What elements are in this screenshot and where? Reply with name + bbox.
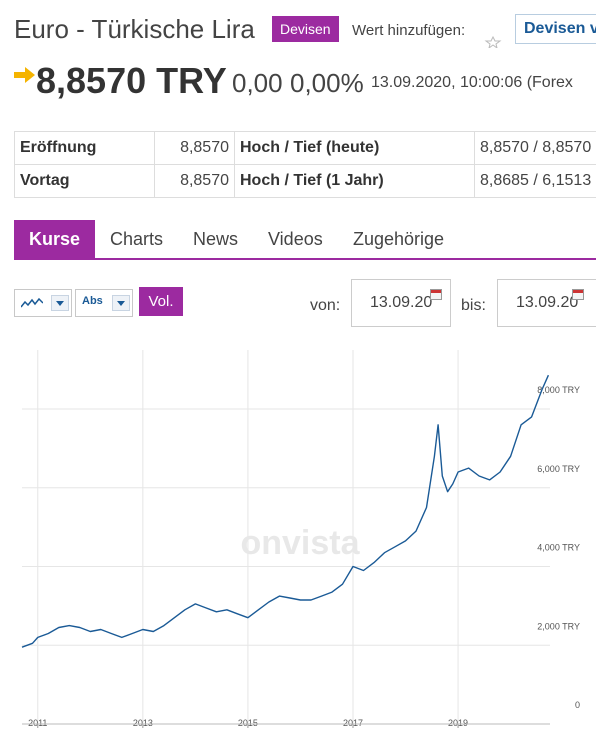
y-tick-label: 0	[575, 700, 580, 710]
calendar-icon[interactable]	[430, 289, 442, 300]
price-up-arrow-icon	[14, 67, 35, 83]
tab-bar: Kurse Charts News Videos Zugehörige	[14, 220, 596, 260]
from-date-value: 13.09.20	[370, 294, 433, 311]
chart-type-dropdown[interactable]	[14, 289, 72, 317]
tab-kurse[interactable]: Kurse	[14, 220, 96, 258]
x-tick-label: 2019	[448, 718, 468, 728]
kpi-high-low-year-label: Hoch / Tief (1 Jahr)	[234, 164, 475, 198]
quote-datetime: 13.09.2020, 10:00:06 (Forex	[371, 74, 573, 91]
from-date-input[interactable]: 13.09.20	[351, 279, 451, 327]
y-tick-label: 8,000 TRY	[537, 385, 580, 395]
scale-label: Abs	[82, 295, 103, 307]
kpi-high-low-year-value: 8,8685 / 6,1513	[474, 164, 596, 198]
category-badge[interactable]: Devisen	[272, 16, 339, 42]
calendar-icon[interactable]	[572, 289, 584, 300]
chevron-down-icon	[112, 295, 130, 311]
x-tick-label: 2011	[28, 718, 47, 728]
kpi-prev-label: Vortag	[14, 164, 155, 198]
x-tick-label: 2013	[133, 718, 153, 728]
kpi-high-low-today-value: 8,8570 / 8,8570	[474, 131, 596, 165]
price-series-line	[21, 374, 550, 648]
scale-dropdown[interactable]: Abs	[75, 289, 133, 317]
to-date-input[interactable]: 13.09.20	[497, 279, 596, 327]
kpi-row-prev: Vortag 8,8570 Hoch / Tief (1 Jahr) 8,868…	[14, 164, 596, 198]
to-date-value: 13.09.20	[516, 294, 579, 311]
price-change-percent: 0,00%	[290, 68, 364, 98]
y-tick-label: 4,000 TRY	[537, 543, 580, 553]
tab-charts[interactable]: Charts	[110, 229, 164, 249]
x-tick-label: 2017	[343, 718, 363, 728]
kpi-row-open: Eröffnung 8,8570 Hoch / Tief (heute) 8,8…	[14, 131, 596, 165]
watchlist-dropdown-button[interactable]: Devisen v	[515, 14, 596, 44]
tab-news[interactable]: News	[193, 229, 239, 249]
to-label: bis:	[461, 297, 486, 314]
kpi-prev-value: 8,8570	[154, 164, 235, 198]
from-label: von:	[310, 297, 341, 314]
page-title: Euro - Türkische Lira	[14, 14, 255, 44]
kpi-table: Eröffnung 8,8570 Hoch / Tief (heute) 8,8…	[14, 131, 596, 198]
chart-watermark: onvista	[240, 524, 360, 562]
volume-toggle-button[interactable]: Vol.	[139, 287, 183, 316]
x-tick-label: 2015	[238, 718, 258, 728]
kpi-open-label: Eröffnung	[14, 131, 155, 165]
price-chart[interactable]: 8,000 TRY 6,000 TRY 4,000 TRY 2,000 TRY 0 201…	[0, 340, 596, 734]
kpi-high-low-today-label: Hoch / Tief (heute)	[234, 131, 475, 165]
tab-videos[interactable]: Videos	[268, 229, 323, 249]
kpi-open-value: 8,8570	[154, 131, 235, 165]
price-change-absolute: 0,00	[232, 68, 283, 98]
watchlist-star-icon[interactable]	[483, 36, 503, 48]
y-tick-label: 2,000 TRY	[537, 621, 580, 631]
y-tick-label: 6,000 TRY	[537, 464, 580, 474]
line-chart-icon	[21, 297, 43, 308]
add-to-watchlist-label: Wert hinzufügen:	[352, 22, 466, 39]
current-price: 8,8570 TRY	[36, 60, 227, 101]
chevron-down-icon	[51, 295, 69, 311]
tab-zugehoerige[interactable]: Zugehörige	[353, 229, 445, 249]
